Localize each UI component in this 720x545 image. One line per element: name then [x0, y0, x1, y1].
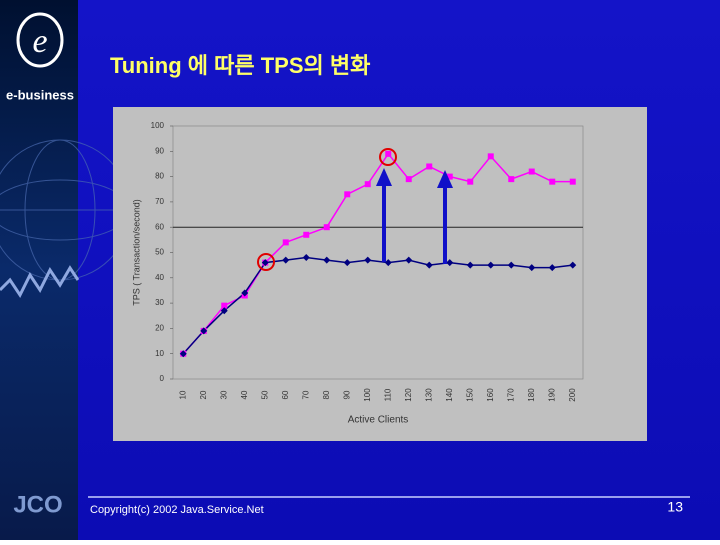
point — [282, 239, 289, 246]
brand: e-business — [6, 87, 74, 102]
x-tick-label: 50 — [260, 390, 269, 399]
x-tick-label: 150 — [465, 388, 474, 402]
point — [241, 289, 249, 297]
point — [569, 261, 577, 269]
page-number: 13 — [667, 499, 683, 515]
logo-ring — [16, 12, 64, 68]
x-tick-label: 90 — [342, 390, 351, 399]
point — [508, 176, 515, 183]
x-tick-label: 120 — [404, 388, 413, 402]
point — [385, 150, 392, 157]
arrow-head — [437, 170, 453, 188]
slide-title: Tuning 에 따른 TPS의 변화 — [110, 53, 370, 78]
y-tick-label: 70 — [155, 197, 164, 206]
x-tick-label: 190 — [547, 388, 556, 402]
x-tick-label: 100 — [363, 388, 372, 402]
x-tick-label: 80 — [322, 390, 331, 399]
x-tick-label: 70 — [301, 390, 310, 399]
point — [364, 256, 372, 264]
point — [323, 256, 331, 264]
point — [220, 307, 228, 315]
x-axis-label: Active Clients — [348, 415, 409, 426]
y-tick-label: 60 — [155, 222, 164, 231]
point — [467, 178, 474, 185]
point — [343, 259, 351, 267]
point — [446, 173, 453, 180]
point — [323, 224, 330, 231]
point — [384, 259, 392, 267]
point — [528, 168, 535, 175]
point — [200, 327, 208, 335]
point — [261, 259, 269, 267]
x-tick-label: 200 — [568, 388, 577, 402]
point — [487, 153, 494, 160]
point — [364, 181, 371, 188]
point — [549, 178, 556, 185]
sidebar — [0, 0, 78, 540]
series-line — [182, 152, 573, 355]
x-tick-label: 30 — [219, 390, 228, 399]
point — [179, 350, 187, 358]
x-tick-label: 10 — [178, 390, 187, 399]
y-tick-label: 100 — [151, 121, 165, 130]
point — [426, 163, 433, 170]
x-tick-label: 180 — [527, 388, 536, 402]
arrow-head — [376, 168, 392, 186]
x-tick-label: 40 — [240, 390, 249, 399]
point — [466, 261, 474, 269]
x-tick-label: 170 — [506, 388, 515, 402]
x-tick-label: 160 — [486, 388, 495, 402]
x-tick-label: 110 — [383, 388, 392, 401]
company: JCO — [13, 491, 62, 518]
highlight-circle — [257, 253, 275, 271]
point — [487, 261, 495, 269]
copyright: Copyright(c) 2002 Java.Service.Net — [90, 504, 264, 516]
point — [405, 176, 412, 183]
y-tick-label: 0 — [160, 374, 165, 383]
point — [344, 191, 351, 198]
point — [221, 302, 228, 309]
point — [302, 254, 310, 262]
x-tick-label: 20 — [199, 390, 208, 399]
point — [303, 231, 310, 238]
point — [282, 256, 290, 264]
plot-area — [172, 125, 584, 380]
y-tick-label: 80 — [155, 172, 164, 181]
point — [405, 256, 413, 264]
logo-letter: e — [32, 23, 47, 60]
point — [507, 261, 515, 269]
x-tick-label: 140 — [445, 388, 454, 402]
y-tick-label: 40 — [155, 273, 164, 282]
y-tick-label: 20 — [155, 324, 164, 333]
point — [528, 264, 536, 272]
annotations — [257, 148, 453, 271]
point — [548, 264, 556, 272]
point — [446, 259, 454, 267]
x-tick-label: 130 — [424, 388, 433, 402]
y-tick-label: 30 — [155, 298, 164, 307]
point — [569, 178, 576, 185]
y-tick-label: 90 — [155, 146, 164, 155]
y-axis-label: TPS ( Transaction/second) — [131, 199, 141, 306]
chart: 0 10 20 30 40 50 60 70 80 90 100 10 20 30 40 50 60 70 80 90… — [131, 121, 584, 426]
highlight-circle — [379, 148, 397, 166]
y-tick-label: 10 — [155, 349, 164, 358]
point — [425, 261, 433, 269]
sidebar-wave — [0, 265, 80, 298]
y-tick-label: 50 — [155, 248, 164, 257]
x-tick-label: 60 — [281, 390, 290, 399]
